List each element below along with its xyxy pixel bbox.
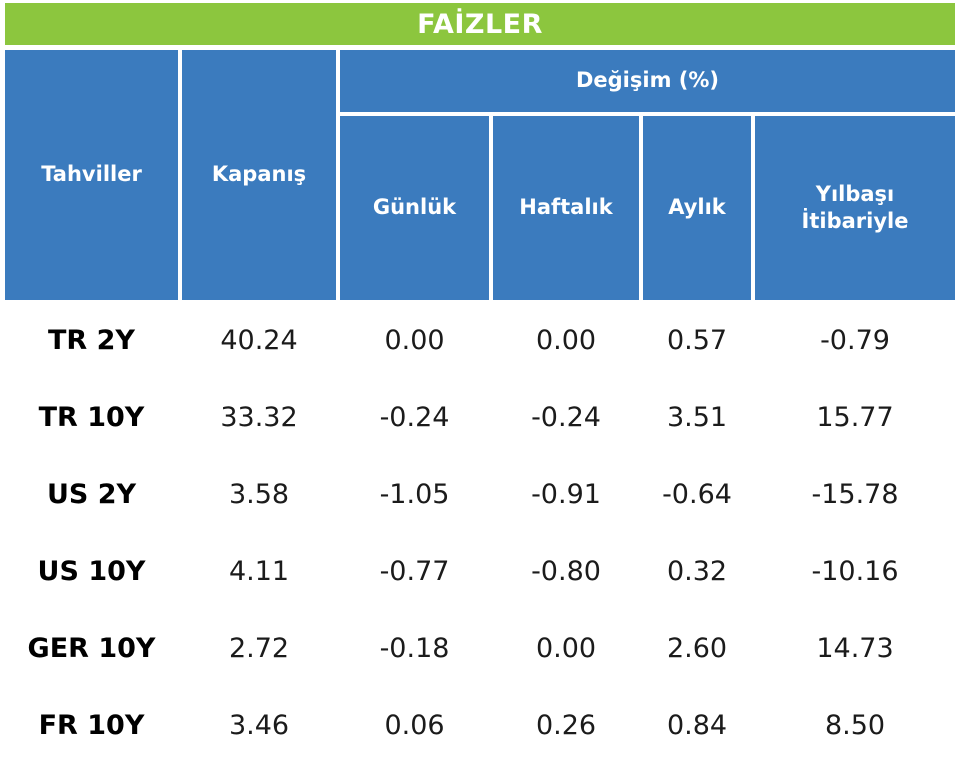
table-row: FR 10Y 3.46 0.06 0.26 0.84 8.50 (5, 687, 955, 764)
row-label: TR 2Y (48, 325, 135, 356)
cell-yilbasi: -0.79 (820, 325, 890, 356)
cell-haftalik: -0.80 (531, 556, 601, 587)
table-row: US 2Y 3.58 -1.05 -0.91 -0.64 -15.78 (5, 456, 955, 533)
table-row: TR 2Y 40.24 0.00 0.00 0.57 -0.79 (5, 302, 955, 379)
header-cell-gunluk: Günlük (340, 116, 489, 300)
cell-yilbasi: -15.78 (811, 479, 899, 510)
cell-haftalik: 0.00 (535, 633, 597, 664)
row-label: US 2Y (46, 479, 137, 510)
cell-aylik: 0.84 (666, 710, 728, 741)
cell-aylik: 3.51 (666, 402, 728, 433)
cell-haftalik: 0.00 (535, 325, 597, 356)
cell-kapanis: 33.32 (220, 402, 298, 433)
cell-kapanis: 3.58 (228, 479, 290, 510)
cell-gunluk: -0.24 (379, 402, 450, 433)
cell-gunluk: -0.18 (379, 633, 450, 664)
cell-aylik: 0.57 (666, 325, 728, 356)
cell-gunluk: 0.00 (384, 325, 445, 356)
table-row: TR 10Y 33.32 -0.24 -0.24 3.51 15.77 (5, 379, 955, 456)
cell-kapanis: 2.72 (228, 633, 290, 664)
cell-gunluk: 0.06 (384, 710, 445, 741)
cell-yilbasi: 15.77 (816, 402, 894, 433)
cell-haftalik: -0.91 (531, 479, 601, 510)
row-label: GER 10Y (27, 633, 156, 664)
header-cell-kapanis: Kapanış (182, 50, 336, 300)
cell-gunluk: -0.77 (379, 556, 450, 587)
table-body: TR 2Y 40.24 0.00 0.00 0.57 -0.79 TR 10Y … (5, 302, 955, 764)
table-header: Tahviller Kapanış Değişim (%) Günlük Haf… (5, 50, 955, 300)
cell-kapanis: 40.24 (220, 325, 298, 356)
header-cell-yilbasi: Yılbaşı İtibariyle (755, 116, 955, 300)
row-label: US 10Y (37, 556, 146, 587)
cell-aylik: -0.64 (662, 479, 732, 510)
cell-yilbasi: 14.73 (816, 633, 894, 664)
cell-yilbasi: 8.50 (824, 710, 886, 741)
table-row: GER 10Y 2.72 -0.18 0.00 2.60 14.73 (5, 610, 955, 687)
cell-yilbasi: -10.16 (811, 556, 899, 587)
row-label: TR 10Y (38, 402, 145, 433)
header-cell-aylik: Aylık (643, 116, 751, 300)
cell-aylik: 2.60 (666, 633, 728, 664)
table-row: US 10Y 4.11 -0.77 -0.80 0.32 -10.16 (5, 533, 955, 610)
cell-haftalik: 0.26 (535, 710, 597, 741)
cell-haftalik: -0.24 (531, 402, 601, 433)
cell-kapanis: 3.46 (228, 710, 290, 741)
header-cell-tahviller: Tahviller (5, 50, 178, 300)
row-label: FR 10Y (38, 710, 145, 741)
page-title: FAİZLER (5, 3, 955, 45)
header-cell-haftalik: Haftalık (493, 116, 639, 300)
cell-gunluk: -1.05 (379, 479, 450, 510)
header-group-degisim: Değişim (%) (340, 50, 955, 112)
cell-aylik: 0.32 (666, 556, 728, 587)
cell-kapanis: 4.11 (228, 556, 290, 587)
